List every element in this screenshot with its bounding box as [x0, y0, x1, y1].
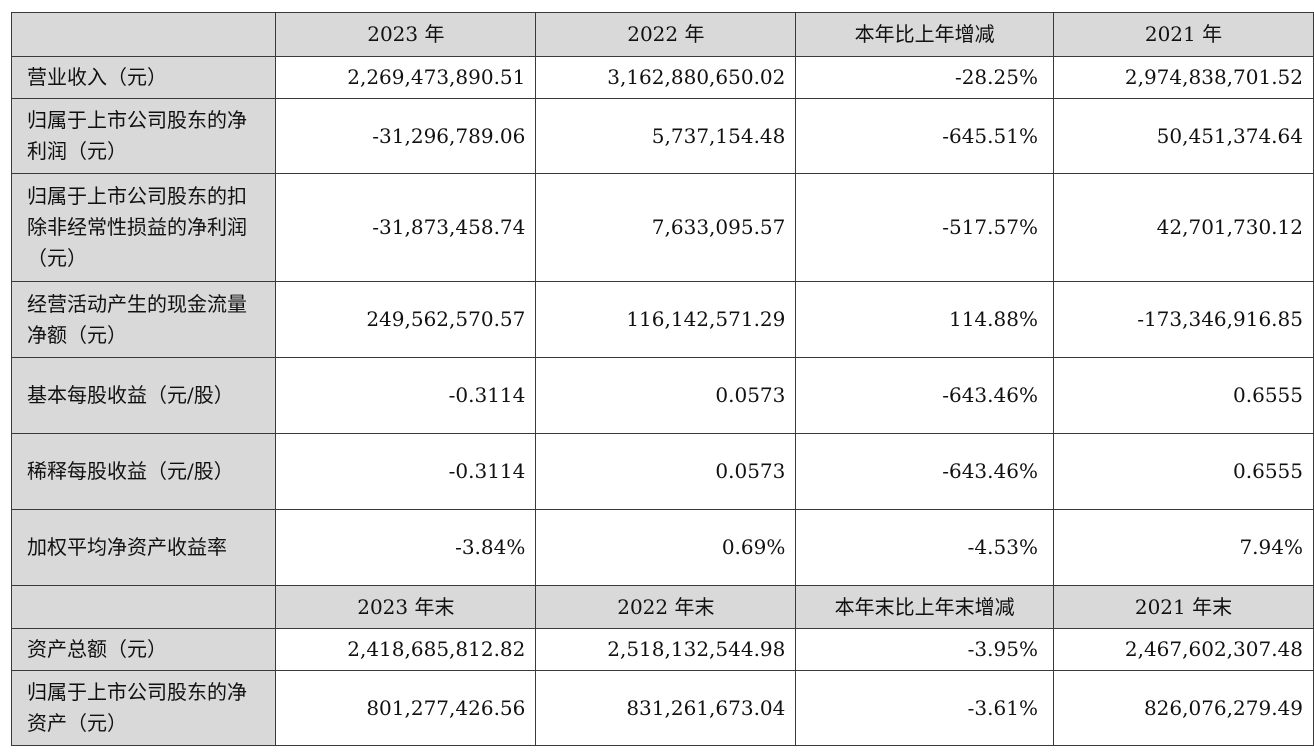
- value-change: -517.57%: [795, 173, 1054, 282]
- value-change: -4.53%: [795, 509, 1054, 586]
- header-2021: 2021 年: [1052, 12, 1314, 57]
- table-row-revenue: 营业收入（元） 2,269,473,890.51 3,162,880,650.0…: [10, 56, 1314, 99]
- header-corner-cell: [10, 12, 277, 57]
- value-2022: 3,162,880,650.02: [535, 56, 797, 99]
- value-2023: -0.3114: [275, 357, 537, 434]
- value-change: 114.88%: [795, 281, 1054, 358]
- value-2022: 2,518,132,544.98: [535, 628, 797, 671]
- row-label: 归属于上市公司股东的扣除非经常性损益的净利润（元）: [10, 173, 277, 282]
- row-label: 资产总额（元）: [10, 628, 277, 671]
- row-label: 归属于上市公司股东的净资产（元）: [10, 670, 277, 746]
- row-label: 稀释每股收益（元/股）: [10, 433, 277, 510]
- value-2023: -3.84%: [275, 509, 537, 586]
- table-row-total-assets: 资产总额（元） 2,418,685,812.82 2,518,132,544.9…: [10, 628, 1314, 671]
- value-2023: 2,418,685,812.82: [275, 628, 537, 671]
- header-change: 本年比上年增减: [795, 12, 1054, 57]
- header-change-end: 本年末比上年末增减: [795, 585, 1054, 629]
- value-2023: 249,562,570.57: [275, 281, 537, 358]
- value-change: -643.46%: [795, 433, 1054, 510]
- value-2021: 7.94%: [1052, 509, 1314, 586]
- value-2022: 116,142,571.29: [535, 281, 797, 358]
- table-row-net-profit: 归属于上市公司股东的净利润（元） -31,296,789.06 5,737,15…: [10, 98, 1314, 174]
- value-2023: 2,269,473,890.51: [275, 56, 537, 99]
- table-row-basic-eps: 基本每股收益（元/股） -0.3114 0.0573 -643.46% 0.65…: [10, 357, 1314, 434]
- value-change: -28.25%: [795, 56, 1054, 99]
- value-2021: 2,974,838,701.52: [1052, 56, 1314, 99]
- row-label: 加权平均净资产收益率: [10, 509, 277, 586]
- value-2021: 0.6555: [1052, 433, 1314, 510]
- header-2022: 2022 年: [535, 12, 797, 57]
- value-2023: -31,296,789.06: [275, 98, 537, 174]
- value-2021: 42,701,730.12: [1052, 173, 1314, 282]
- value-2021: 50,451,374.64: [1052, 98, 1314, 174]
- value-2022: 0.0573: [535, 433, 797, 510]
- value-change: -3.95%: [795, 628, 1054, 671]
- row-label: 归属于上市公司股东的净利润（元）: [10, 98, 277, 174]
- value-change: -645.51%: [795, 98, 1054, 174]
- value-2021: -173,346,916.85: [1052, 281, 1314, 358]
- value-2023: -31,873,458.74: [275, 173, 537, 282]
- value-2022: 0.0573: [535, 357, 797, 434]
- value-2022: 0.69%: [535, 509, 797, 586]
- header-corner-cell: [10, 585, 277, 629]
- value-change: -643.46%: [795, 357, 1054, 434]
- row-label: 基本每股收益（元/股）: [10, 357, 277, 434]
- value-2021: 826,076,279.49: [1052, 670, 1314, 746]
- value-2021: 0.6555: [1052, 357, 1314, 434]
- table-row-diluted-eps: 稀释每股收益（元/股） -0.3114 0.0573 -643.46% 0.65…: [10, 433, 1314, 510]
- table-row-net-assets: 归属于上市公司股东的净资产（元） 801,277,426.56 831,261,…: [10, 670, 1314, 746]
- header-2022-end: 2022 年末: [535, 585, 797, 629]
- financial-indicators-table: 2023 年 2022 年 本年比上年增减 2021 年 营业收入（元） 2,2…: [10, 12, 1314, 746]
- table-row-net-profit-deducted: 归属于上市公司股东的扣除非经常性损益的净利润（元） -31,873,458.74…: [10, 173, 1314, 282]
- row-label: 经营活动产生的现金流量净额（元）: [10, 281, 277, 358]
- header-row-annual: 2023 年 2022 年 本年比上年增减 2021 年: [10, 12, 1314, 57]
- table-row-operating-cash-flow: 经营活动产生的现金流量净额（元） 249,562,570.57 116,142,…: [10, 281, 1314, 358]
- value-change: -3.61%: [795, 670, 1054, 746]
- value-2022: 831,261,673.04: [535, 670, 797, 746]
- value-2021: 2,467,602,307.48: [1052, 628, 1314, 671]
- value-2022: 5,737,154.48: [535, 98, 797, 174]
- value-2022: 7,633,095.57: [535, 173, 797, 282]
- header-2023-end: 2023 年末: [275, 585, 537, 629]
- value-2023: -0.3114: [275, 433, 537, 510]
- header-row-year-end: 2023 年末 2022 年末 本年末比上年末增减 2021 年末: [10, 585, 1314, 629]
- table-row-roe: 加权平均净资产收益率 -3.84% 0.69% -4.53% 7.94%: [10, 509, 1314, 586]
- value-2023: 801,277,426.56: [275, 670, 537, 746]
- header-2021-end: 2021 年末: [1052, 585, 1314, 629]
- header-2023: 2023 年: [275, 12, 537, 57]
- row-label: 营业收入（元）: [10, 56, 277, 99]
